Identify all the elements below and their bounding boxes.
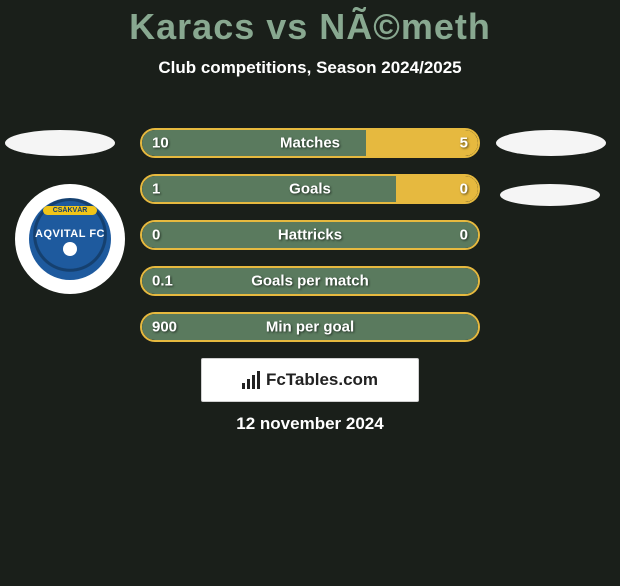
stat-row: Goals 1 0 [140,174,480,204]
stat-row: Goals per match 0.1 [140,266,480,296]
date-line: 12 november 2024 [0,414,620,434]
stat-left-value: 1 [152,181,160,198]
stat-left-value: 0 [152,227,160,244]
stat-right-value: 0 [460,227,468,244]
stat-label: Hattricks [278,227,342,244]
stat-label: Goals per match [251,273,369,290]
comparison-subtitle: Club competitions, Season 2024/2025 [0,58,620,78]
fctables-logo-icon [242,371,260,389]
stat-row: Matches 10 5 [140,128,480,158]
stat-bars-container: Matches105Goals10Hattricks00Goals per ma… [140,128,480,358]
club-badge-name: AQVITAL FC [35,228,105,240]
stat-left-value: 900 [152,319,177,336]
stat-left-value: 0.1 [152,273,173,290]
comparison-title: Karacs vs NÃ©meth [0,6,620,48]
stat-left-value: 10 [152,135,169,152]
stat-label: Goals [289,181,331,198]
fctables-attribution[interactable]: FcTables.com [201,358,419,402]
club-badge: CSÁKVÁR AQVITAL FC [15,184,125,294]
stat-right-value: 5 [460,135,468,152]
fctables-text: FcTables.com [266,370,378,390]
player-right-ellipse-2 [500,184,600,206]
stat-row: Min per goal 900 [140,312,480,342]
club-badge-ribbon: CSÁKVÁR [43,206,98,215]
stat-label: Min per goal [266,319,354,336]
stat-right-value: 0 [460,181,468,198]
player-left-ellipse [5,130,115,156]
stat-row: Hattricks 0 0 [140,220,480,250]
club-badge-ball-icon [63,242,77,256]
stat-label: Matches [280,135,340,152]
stat-bar-left-fill [142,176,396,202]
player-right-ellipse-1 [496,130,606,156]
club-badge-inner: CSÁKVÁR AQVITAL FC [29,198,111,280]
